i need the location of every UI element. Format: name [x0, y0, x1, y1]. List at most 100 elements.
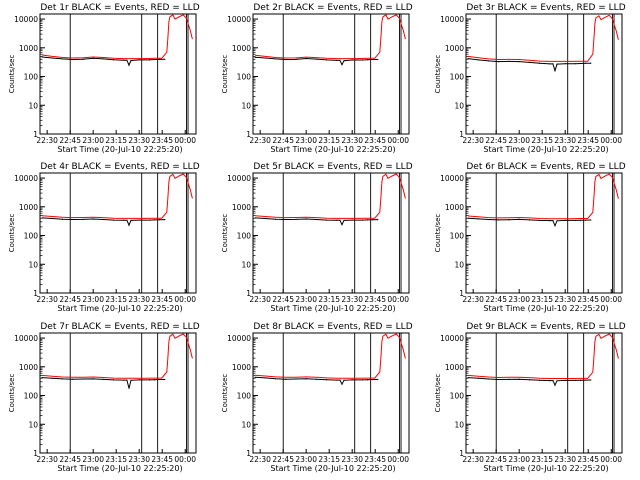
y-tick-label: 10000 [440, 174, 464, 183]
event-point [72, 218, 74, 221]
y-tick-label: 100 [237, 73, 252, 82]
x-tick-label: 23:00 [508, 136, 530, 145]
y-tick-label: 100 [450, 73, 465, 82]
x-tick-label: 00:00 [174, 455, 196, 464]
event-point [498, 219, 500, 221]
x-axis-label: Start Time (20-Jul-10 22:25:20) [270, 145, 395, 154]
y-tick-label: 1 [33, 289, 38, 298]
plot-frame [252, 172, 410, 294]
event-point [554, 384, 556, 386]
x-tick-label: 22:30 [462, 136, 484, 145]
panel-2: Det 2r BLACK = Events, RED = LLD 1 10 100 10… [221, 3, 413, 154]
event-point [159, 58, 161, 60]
event-point [336, 379, 338, 381]
event-point [164, 58, 166, 60]
x-tick-label: 23:15 [531, 295, 553, 304]
event-point [138, 219, 140, 221]
panel-7: Det 7r BLACK = Events, RED = LLD 1 10 100 10… [8, 322, 200, 473]
event-point [148, 379, 151, 381]
series-lld [255, 14, 406, 60]
x-axis-label: Start Time (20-Jul-10 22:25:20) [270, 304, 395, 313]
event-point [487, 60, 490, 62]
y-tick-label: 100 [24, 73, 39, 82]
plot-area [467, 173, 619, 293]
x-tick-label: 23:15 [318, 136, 340, 145]
y-axis-label: Counts/sec [8, 374, 16, 413]
x-axis-label: Start Time (20-Jul-10 22:25:20) [270, 464, 395, 473]
event-point [305, 218, 307, 220]
event-point [361, 59, 364, 61]
y-tick-label: 1 [33, 130, 38, 139]
event-point [339, 379, 341, 381]
x-tick-label: 00:00 [174, 295, 196, 304]
event-point [82, 58, 84, 60]
event-point [148, 59, 151, 61]
event-point [153, 379, 156, 381]
x-tick-label: 00:00 [387, 455, 409, 464]
x-tick-label: 22:30 [462, 455, 484, 464]
x-tick-label: 23:15 [105, 455, 127, 464]
event-point [153, 58, 156, 61]
event-point [164, 378, 166, 381]
x-tick-label: 23:00 [82, 455, 104, 464]
event-point [61, 218, 64, 220]
event-point [336, 219, 338, 221]
event-point [528, 379, 531, 381]
event-point [315, 218, 318, 221]
event-point [366, 59, 369, 61]
event-point [326, 59, 328, 61]
x-tick-label: 23:30 [128, 136, 150, 145]
y-tick-label: 1000 [232, 203, 251, 212]
event-point [579, 219, 582, 221]
x-tick-label: 22:45 [485, 136, 507, 145]
event-point [113, 379, 115, 381]
event-point [498, 378, 500, 381]
event-point [377, 58, 379, 61]
event-point [574, 63, 577, 65]
event-point [130, 379, 132, 381]
panel-title: Det 8r BLACK = Events, RED = LLD [253, 322, 412, 332]
event-point [274, 378, 277, 380]
plot-area [41, 14, 193, 134]
event-point [341, 224, 343, 226]
y-tick-label: 1000 [19, 44, 38, 53]
event-point [590, 219, 592, 221]
x-tick-label: 23:45 [151, 136, 173, 145]
x-tick-label: 23:30 [341, 136, 363, 145]
plot-area [254, 173, 406, 293]
x-axis-label: Start Time (20-Jul-10 22:25:20) [57, 304, 182, 313]
x-tick-label: 23:30 [554, 295, 576, 304]
event-point [467, 58, 469, 60]
x-tick-label: 23:30 [128, 455, 150, 464]
event-point [372, 58, 374, 61]
y-tick-label: 1000 [445, 203, 464, 212]
panel-title: Det 7r BLACK = Events, RED = LLD [40, 322, 199, 332]
event-point [285, 58, 287, 61]
y-tick-label: 10000 [227, 174, 251, 183]
event-point [372, 378, 374, 381]
event-point [274, 218, 277, 220]
y-tick-label: 10000 [14, 334, 38, 343]
event-point [130, 59, 132, 62]
y-tick-label: 100 [237, 392, 252, 401]
event-point [585, 379, 587, 381]
y-tick-label: 1000 [445, 363, 464, 372]
event-point [254, 376, 256, 378]
event-point [138, 59, 140, 61]
y-tick-label: 10000 [227, 334, 251, 343]
x-tick-label: 23:00 [295, 136, 317, 145]
event-point [477, 59, 479, 61]
event-point [528, 61, 531, 64]
y-tick-label: 1 [459, 130, 464, 139]
x-tick-label: 23:45 [364, 136, 386, 145]
x-tick-label: 00:00 [600, 136, 622, 145]
event-point [343, 60, 345, 62]
event-point [351, 379, 353, 381]
event-point [351, 219, 353, 221]
x-tick-label: 23:00 [295, 295, 317, 304]
plot-area [41, 333, 193, 453]
x-tick-label: 23:15 [318, 295, 340, 304]
y-tick-label: 10000 [440, 334, 464, 343]
event-point [467, 217, 469, 219]
series-lld [468, 14, 619, 62]
